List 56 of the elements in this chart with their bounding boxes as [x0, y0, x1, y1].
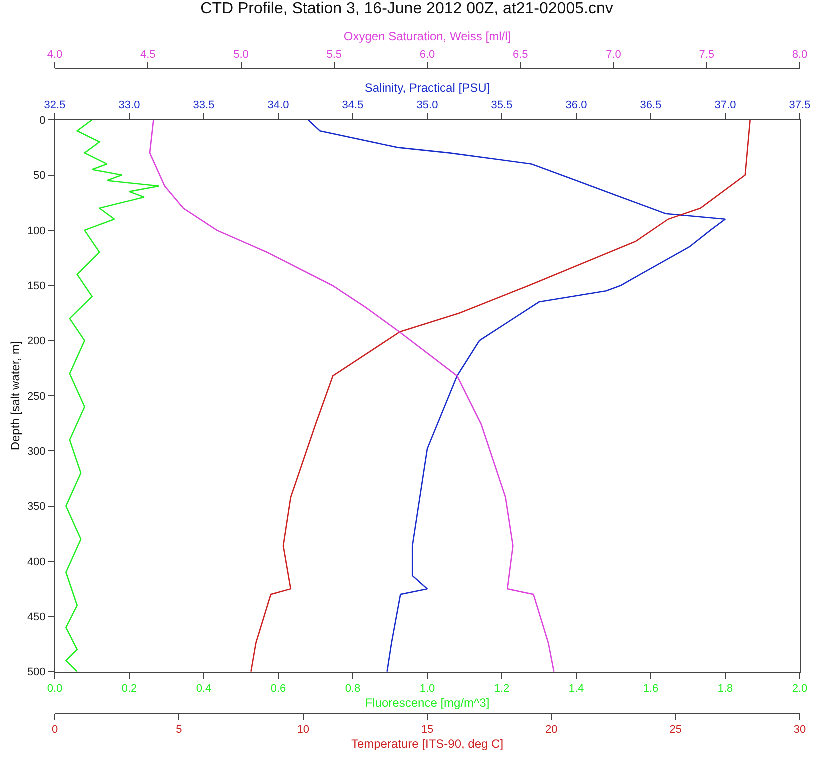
y-tick-label: 100 [27, 225, 46, 238]
x2-tick-label: 36.5 [640, 100, 662, 112]
x2-tick-label: 6.5 [512, 49, 528, 61]
x2-tick-label: 35.0 [416, 100, 438, 112]
y-tick-label: 400 [27, 556, 46, 568]
x-tick-label: 0.2 [122, 683, 138, 696]
x-axis-title: Fluorescence [mg/m^3] [365, 696, 490, 710]
x2-tick-label: 37.0 [714, 100, 736, 112]
y-tick-label: 0 [40, 114, 46, 127]
x2-tick-label: 34.5 [342, 100, 364, 112]
x-tick-label: 25 [670, 724, 682, 736]
y-tick-label: 450 [27, 612, 46, 624]
x2-tick-label: 8.0 [792, 49, 808, 61]
y-tick-label: 200 [27, 336, 46, 348]
x2-tick-label: 4.5 [140, 49, 156, 61]
x2-tick-label: 33.0 [118, 100, 140, 112]
x-tick-label: 1.8 [718, 683, 734, 696]
x-tick-label: 1.6 [643, 683, 659, 696]
x-tick-label: 1.4 [568, 683, 584, 696]
y-tick-label: 150 [27, 280, 46, 292]
x-tick-label: 5 [176, 724, 182, 736]
x-tick-label: 15 [421, 724, 434, 736]
y-tick-label: 350 [27, 501, 46, 514]
x2-axis-title: Oxygen Saturation, Weiss [ml/l] [344, 29, 512, 44]
x2-tick-label: 36.0 [566, 100, 588, 112]
x2-tick-label: 5.0 [234, 49, 249, 61]
x-axis-title: Temperature [ITS-90, deg C] [351, 736, 504, 751]
x-tick-label: 0 [52, 724, 58, 736]
x-tick-label: 1.0 [420, 683, 436, 696]
x-tick-label: 0.4 [196, 683, 212, 696]
x2-tick-label: 34.0 [268, 100, 290, 112]
x-tick-label: 10 [297, 724, 310, 736]
x-tick-label: 20 [546, 724, 558, 736]
chart-title: CTD Profile, Station 3, 16-June 2012 00Z, at21-02005.cnv [200, 0, 614, 18]
line-series [66, 120, 160, 672]
x2-tick-label: 4.0 [47, 49, 63, 61]
x2-tick-label: 37.5 [789, 100, 811, 112]
x-tick-label: 0.0 [47, 683, 63, 696]
y-tick-label: 300 [27, 446, 46, 458]
x2-tick-label: 6.0 [420, 49, 436, 61]
y-tick-label: 50 [34, 170, 46, 182]
x2-tick-label: 5.5 [326, 49, 342, 61]
x2-tick-label: 33.5 [193, 100, 215, 112]
x-tick-label: 0.6 [270, 683, 286, 696]
x-tick-label: 30 [794, 724, 806, 736]
x2-tick-label: 7.5 [699, 49, 715, 61]
x-tick-label: 0.8 [345, 683, 361, 696]
x2-tick-label: 35.5 [491, 100, 513, 112]
x2-tick-label: 7.0 [606, 49, 622, 61]
x2-axis-title: Salinity, Practical [PSU] [364, 80, 490, 95]
y-axis-title: Depth [salt water, m] [8, 341, 23, 451]
y-tick-label: 250 [27, 390, 46, 403]
x-tick-label: 1.2 [494, 683, 510, 696]
x-tick-label: 2.0 [792, 683, 808, 696]
x2-tick-label: 32.5 [44, 100, 66, 112]
y-tick-label: 500 [27, 666, 46, 679]
